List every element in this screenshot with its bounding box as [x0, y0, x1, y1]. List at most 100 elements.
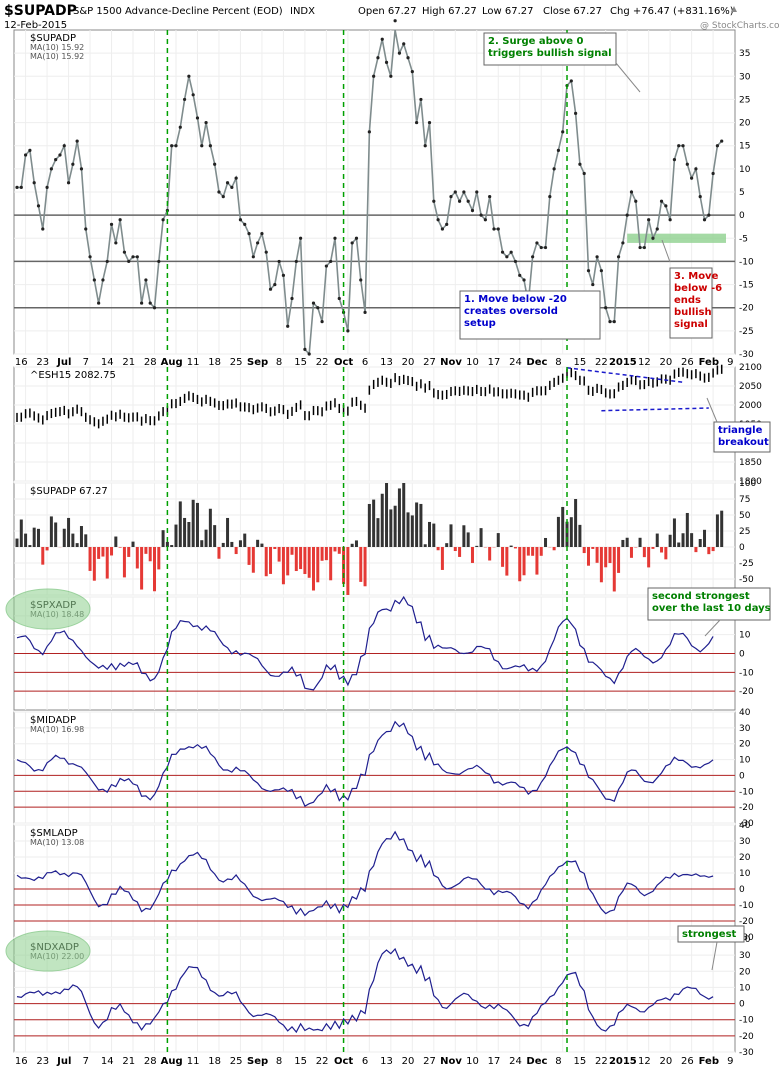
close-value: Close 67.27 [543, 6, 602, 17]
data-point [179, 126, 182, 129]
histogram-bar [89, 547, 92, 571]
histogram-bar [153, 547, 156, 591]
histogram-bar [174, 525, 177, 547]
data-point [402, 42, 405, 45]
data-point [269, 288, 272, 291]
low-value: Low 67.27 [482, 6, 534, 17]
annotation-move-below-line: bullish [674, 307, 715, 318]
panels-group: 35302520151050-5-10-15-20-25-30$SUPADPMA… [14, 0, 762, 1067]
y-tick-label: -20 [739, 304, 754, 314]
histogram-bar [471, 547, 474, 563]
histogram-bar [136, 547, 139, 568]
data-point [613, 320, 616, 323]
data-point [454, 190, 457, 193]
data-point [540, 246, 543, 249]
histogram-bar [600, 547, 603, 582]
data-point [587, 269, 590, 272]
chart-date: 12-Feb-2015 [4, 20, 67, 31]
histogram-bar [656, 534, 659, 547]
y-tick-label: 75 [739, 495, 750, 505]
histogram-bar [63, 529, 66, 547]
x-tick-label: 8 [555, 357, 561, 368]
x-tick-label: Feb [699, 1056, 719, 1067]
x-tick-label: 9 [727, 1056, 733, 1067]
x-tick-label: 12 [638, 1056, 651, 1067]
annotation-move-below-line: signal [674, 319, 708, 330]
histogram-bar [621, 540, 624, 547]
x-tick-label: 15 [294, 1056, 307, 1067]
data-point [144, 278, 147, 281]
y-tick-label: -25 [739, 559, 754, 569]
y-tick-label: 35 [739, 49, 750, 59]
symbol-description: S&P 1500 Advance-Decline Percent (EOD) [73, 6, 283, 17]
histogram-bar [282, 547, 285, 584]
histogram-bar [222, 543, 225, 547]
x-tick-label: 20 [402, 1056, 415, 1067]
histogram-bar [269, 547, 272, 574]
x-tick-label: 7 [83, 357, 89, 368]
histogram-bar [381, 494, 384, 547]
histogram-bar [28, 545, 31, 547]
data-point [346, 329, 349, 332]
y-tick-label: 100 [739, 479, 756, 489]
x-tick-label: 23 [36, 357, 49, 368]
x-tick-label: 2015 [609, 1056, 637, 1067]
annotation-second-strongest-line: second strongest [652, 591, 753, 602]
x-tick-label: Dec [526, 1056, 547, 1067]
data-point [694, 167, 697, 170]
data-point [15, 186, 18, 189]
histogram-bar [570, 517, 573, 547]
exchange-label: INDX [290, 6, 315, 17]
x-tick-label: 22 [595, 357, 608, 368]
annotation-second-strongest-line: over the last 10 days [652, 603, 771, 614]
histogram-bar [699, 539, 702, 547]
histogram-bar [449, 524, 452, 547]
histogram-bar [415, 502, 418, 547]
data-point [192, 93, 195, 96]
data-point [548, 195, 551, 198]
histogram-bar [372, 500, 375, 547]
histogram-bar [123, 547, 126, 577]
x-tick-label: 27 [423, 1056, 436, 1067]
histogram-bar [583, 547, 586, 553]
data-point [295, 260, 298, 263]
y-tick-label: -10 [739, 901, 754, 911]
data-point [149, 301, 152, 304]
x-tick-label: 2015 [609, 357, 637, 368]
data-point [381, 38, 384, 41]
data-point [204, 121, 207, 124]
data-point [127, 260, 130, 263]
histogram-bar [97, 547, 100, 559]
data-point [58, 153, 61, 156]
histogram-bar [527, 547, 530, 556]
y-tick-label: -50 [739, 575, 754, 585]
histogram-bar [50, 516, 53, 547]
data-point [265, 251, 268, 254]
data-point [161, 218, 164, 221]
x-tick-label: Jul [56, 1056, 71, 1067]
x-tick-label: 6 [362, 1056, 368, 1067]
data-point [617, 255, 620, 258]
histogram-bar [252, 547, 255, 573]
histogram-bar [308, 547, 311, 578]
histogram-bar [613, 547, 616, 591]
y-tick-label: 30 [739, 837, 751, 847]
histogram-bar [454, 547, 457, 551]
data-point [33, 181, 36, 184]
x-tick-label: 24 [509, 1056, 522, 1067]
annotation-oversold-line: creates oversold [464, 306, 561, 317]
y-tick-label: 30 [739, 724, 751, 734]
x-tick-label: 13 [380, 357, 393, 368]
data-point [415, 121, 418, 124]
histogram-bar [351, 544, 354, 547]
x-tick-label: 8 [276, 1056, 282, 1067]
data-point [604, 306, 607, 309]
legend-entry: ^ESH15 2082.75 [30, 370, 116, 381]
y-tick-label: 10 [739, 631, 751, 641]
histogram-bar [226, 518, 229, 547]
histogram-bar [720, 511, 723, 547]
y-tick-label: 50 [739, 511, 751, 521]
x-tick-label: 18 [208, 1056, 221, 1067]
data-point [720, 139, 723, 142]
histogram-bar [501, 547, 504, 567]
